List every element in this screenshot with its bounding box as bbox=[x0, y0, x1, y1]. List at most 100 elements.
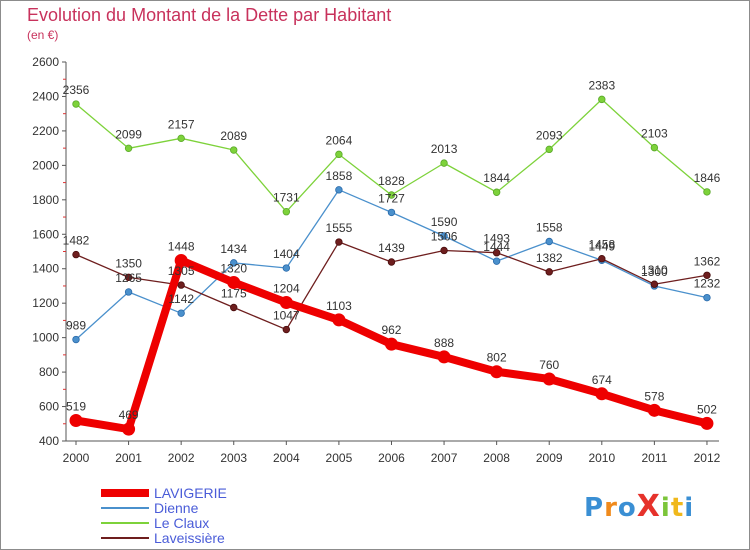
x-tick-label: 2012 bbox=[694, 451, 721, 465]
chart-title: Evolution du Montant de la Dette par Hab… bbox=[27, 5, 392, 25]
data-label-laveissi-re: 1458 bbox=[588, 238, 615, 252]
data-label-lavigerie: 519 bbox=[66, 399, 86, 413]
y-tick-label: 600 bbox=[39, 400, 59, 414]
legend-label-le-claux: Le Claux bbox=[154, 515, 210, 531]
y-tick-label: 1400 bbox=[32, 262, 59, 276]
data-label-lavigerie: 1448 bbox=[168, 239, 195, 253]
data-label-lavigerie: 1320 bbox=[220, 262, 247, 276]
data-point-le-claux bbox=[703, 188, 711, 196]
data-point-lavigerie bbox=[69, 413, 83, 427]
data-point-dienne bbox=[124, 288, 133, 296]
data-label-dienne: 1300 bbox=[641, 265, 668, 279]
data-point-lavigerie bbox=[384, 337, 398, 351]
data-label-lavigerie: 888 bbox=[434, 336, 454, 350]
data-point-dienne bbox=[545, 237, 553, 246]
data-label-laveissi-re: 1350 bbox=[115, 256, 142, 270]
data-point-le-claux bbox=[598, 95, 606, 104]
data-label-le-claux: 1846 bbox=[694, 171, 721, 185]
data-label-laveissi-re: 1175 bbox=[221, 286, 247, 300]
data-label-laveissi-re: 1482 bbox=[63, 234, 90, 248]
data-label-le-claux: 2099 bbox=[115, 127, 142, 141]
data-point-laveissi-re bbox=[545, 268, 553, 276]
data-label-laveissi-re: 1047 bbox=[273, 309, 300, 323]
data-label-le-claux: 1844 bbox=[483, 171, 510, 185]
legend-label-lavigerie: LAVIGERIE bbox=[154, 485, 227, 501]
data-point-le-claux bbox=[230, 146, 238, 154]
data-point-dienne bbox=[72, 335, 80, 344]
data-label-dienne: 1142 bbox=[168, 292, 194, 306]
data-label-lavigerie: 578 bbox=[644, 389, 664, 403]
data-point-dienne bbox=[282, 264, 291, 272]
data-point-le-claux bbox=[650, 143, 659, 152]
x-tick-label: 2004 bbox=[273, 451, 300, 465]
data-label-lavigerie: 1103 bbox=[326, 299, 352, 313]
data-point-le-claux bbox=[335, 150, 343, 159]
data-label-laveissi-re: 1493 bbox=[483, 232, 510, 246]
data-point-lavigerie bbox=[700, 416, 714, 430]
data-point-lavigerie bbox=[542, 372, 556, 386]
y-tick-label: 1600 bbox=[32, 227, 59, 241]
data-point-dienne bbox=[177, 309, 185, 317]
data-label-le-claux: 2064 bbox=[326, 133, 353, 147]
data-label-dienne: 1449 bbox=[588, 239, 615, 253]
data-label-lavigerie: 502 bbox=[697, 402, 717, 416]
data-label-le-claux: 2093 bbox=[536, 128, 563, 142]
data-point-dienne bbox=[230, 259, 238, 267]
x-tick-label: 2003 bbox=[220, 451, 247, 465]
data-point-laveissi-re bbox=[387, 258, 396, 266]
x-tick-label: 2005 bbox=[326, 451, 353, 465]
data-point-le-claux bbox=[124, 144, 133, 153]
data-label-le-claux: 1828 bbox=[378, 174, 405, 188]
data-point-le-claux bbox=[282, 208, 291, 216]
data-point-lavigerie bbox=[647, 403, 661, 417]
data-label-lavigerie: 760 bbox=[539, 358, 559, 372]
data-point-dienne bbox=[387, 208, 396, 217]
legend-swatch-laveissi-re bbox=[101, 537, 149, 539]
data-point-lavigerie bbox=[437, 350, 451, 364]
data-label-dienne: 1434 bbox=[220, 242, 247, 256]
data-label-le-claux: 1731 bbox=[273, 191, 300, 205]
legend-label-dienne: Dienne bbox=[154, 500, 199, 516]
data-point-laveissi-re bbox=[124, 273, 133, 282]
data-point-le-claux bbox=[387, 191, 396, 199]
y-tick-label: 1800 bbox=[32, 193, 59, 207]
data-point-lavigerie bbox=[332, 313, 346, 327]
x-tick-label: 2000 bbox=[63, 451, 90, 465]
data-point-laveissi-re bbox=[598, 255, 606, 263]
data-point-laveissi-re bbox=[335, 238, 343, 246]
data-label-lavigerie: 469 bbox=[119, 408, 139, 422]
data-point-le-claux bbox=[72, 100, 80, 108]
data-point-dienne bbox=[335, 186, 343, 194]
data-label-lavigerie: 1204 bbox=[273, 281, 300, 295]
data-point-lavigerie bbox=[174, 253, 188, 267]
data-label-le-claux: 2103 bbox=[641, 127, 668, 141]
x-tick-label: 2002 bbox=[168, 451, 195, 465]
data-label-laveissi-re: 1555 bbox=[326, 221, 353, 235]
data-label-dienne: 989 bbox=[66, 319, 86, 333]
x-tick-label: 2010 bbox=[588, 451, 615, 465]
data-point-laveissi-re bbox=[230, 303, 238, 312]
data-point-le-claux bbox=[492, 188, 501, 196]
data-point-lavigerie bbox=[595, 387, 609, 401]
data-point-lavigerie bbox=[122, 422, 136, 436]
data-label-lavigerie: 962 bbox=[381, 323, 401, 337]
x-tick-label: 2006 bbox=[378, 451, 405, 465]
y-tick-label: 800 bbox=[39, 365, 59, 379]
data-label-dienne: 1265 bbox=[115, 271, 142, 285]
data-label-laveissi-re: 1362 bbox=[694, 254, 721, 268]
data-point-laveissi-re bbox=[282, 325, 291, 334]
data-label-dienne: 1727 bbox=[378, 191, 405, 205]
data-label-le-claux: 2356 bbox=[63, 83, 90, 97]
data-label-dienne: 1590 bbox=[431, 215, 458, 229]
x-tick-label: 2007 bbox=[431, 451, 458, 465]
y-tick-label: 2200 bbox=[32, 124, 59, 138]
y-tick-label: 400 bbox=[39, 434, 59, 448]
data-point-lavigerie bbox=[227, 276, 241, 290]
data-label-dienne: 1858 bbox=[326, 169, 353, 183]
data-label-le-claux: 2013 bbox=[431, 142, 458, 156]
data-label-lavigerie: 674 bbox=[592, 373, 612, 387]
data-point-le-claux bbox=[440, 159, 448, 167]
data-point-le-claux bbox=[545, 145, 553, 154]
y-tick-label: 2400 bbox=[32, 89, 59, 103]
